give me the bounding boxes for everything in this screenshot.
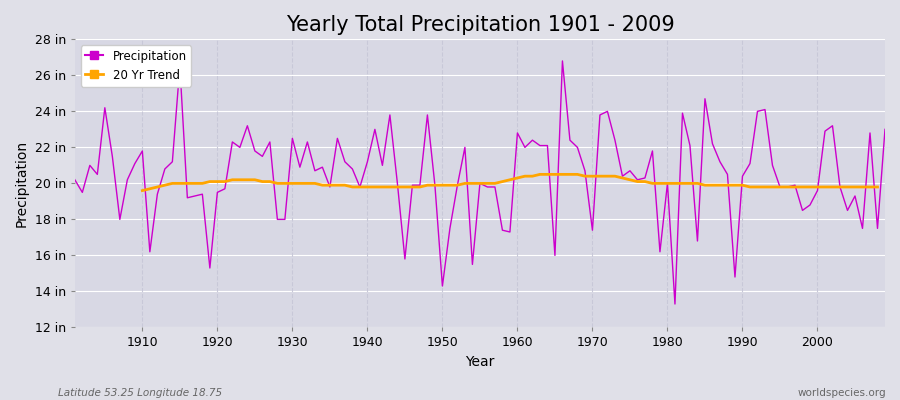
Y-axis label: Precipitation: Precipitation [15, 140, 29, 227]
X-axis label: Year: Year [465, 355, 495, 369]
Text: worldspecies.org: worldspecies.org [798, 388, 886, 398]
Title: Yearly Total Precipitation 1901 - 2009: Yearly Total Precipitation 1901 - 2009 [285, 15, 674, 35]
Legend: Precipitation, 20 Yr Trend: Precipitation, 20 Yr Trend [81, 45, 192, 86]
Text: Latitude 53.25 Longitude 18.75: Latitude 53.25 Longitude 18.75 [58, 388, 222, 398]
